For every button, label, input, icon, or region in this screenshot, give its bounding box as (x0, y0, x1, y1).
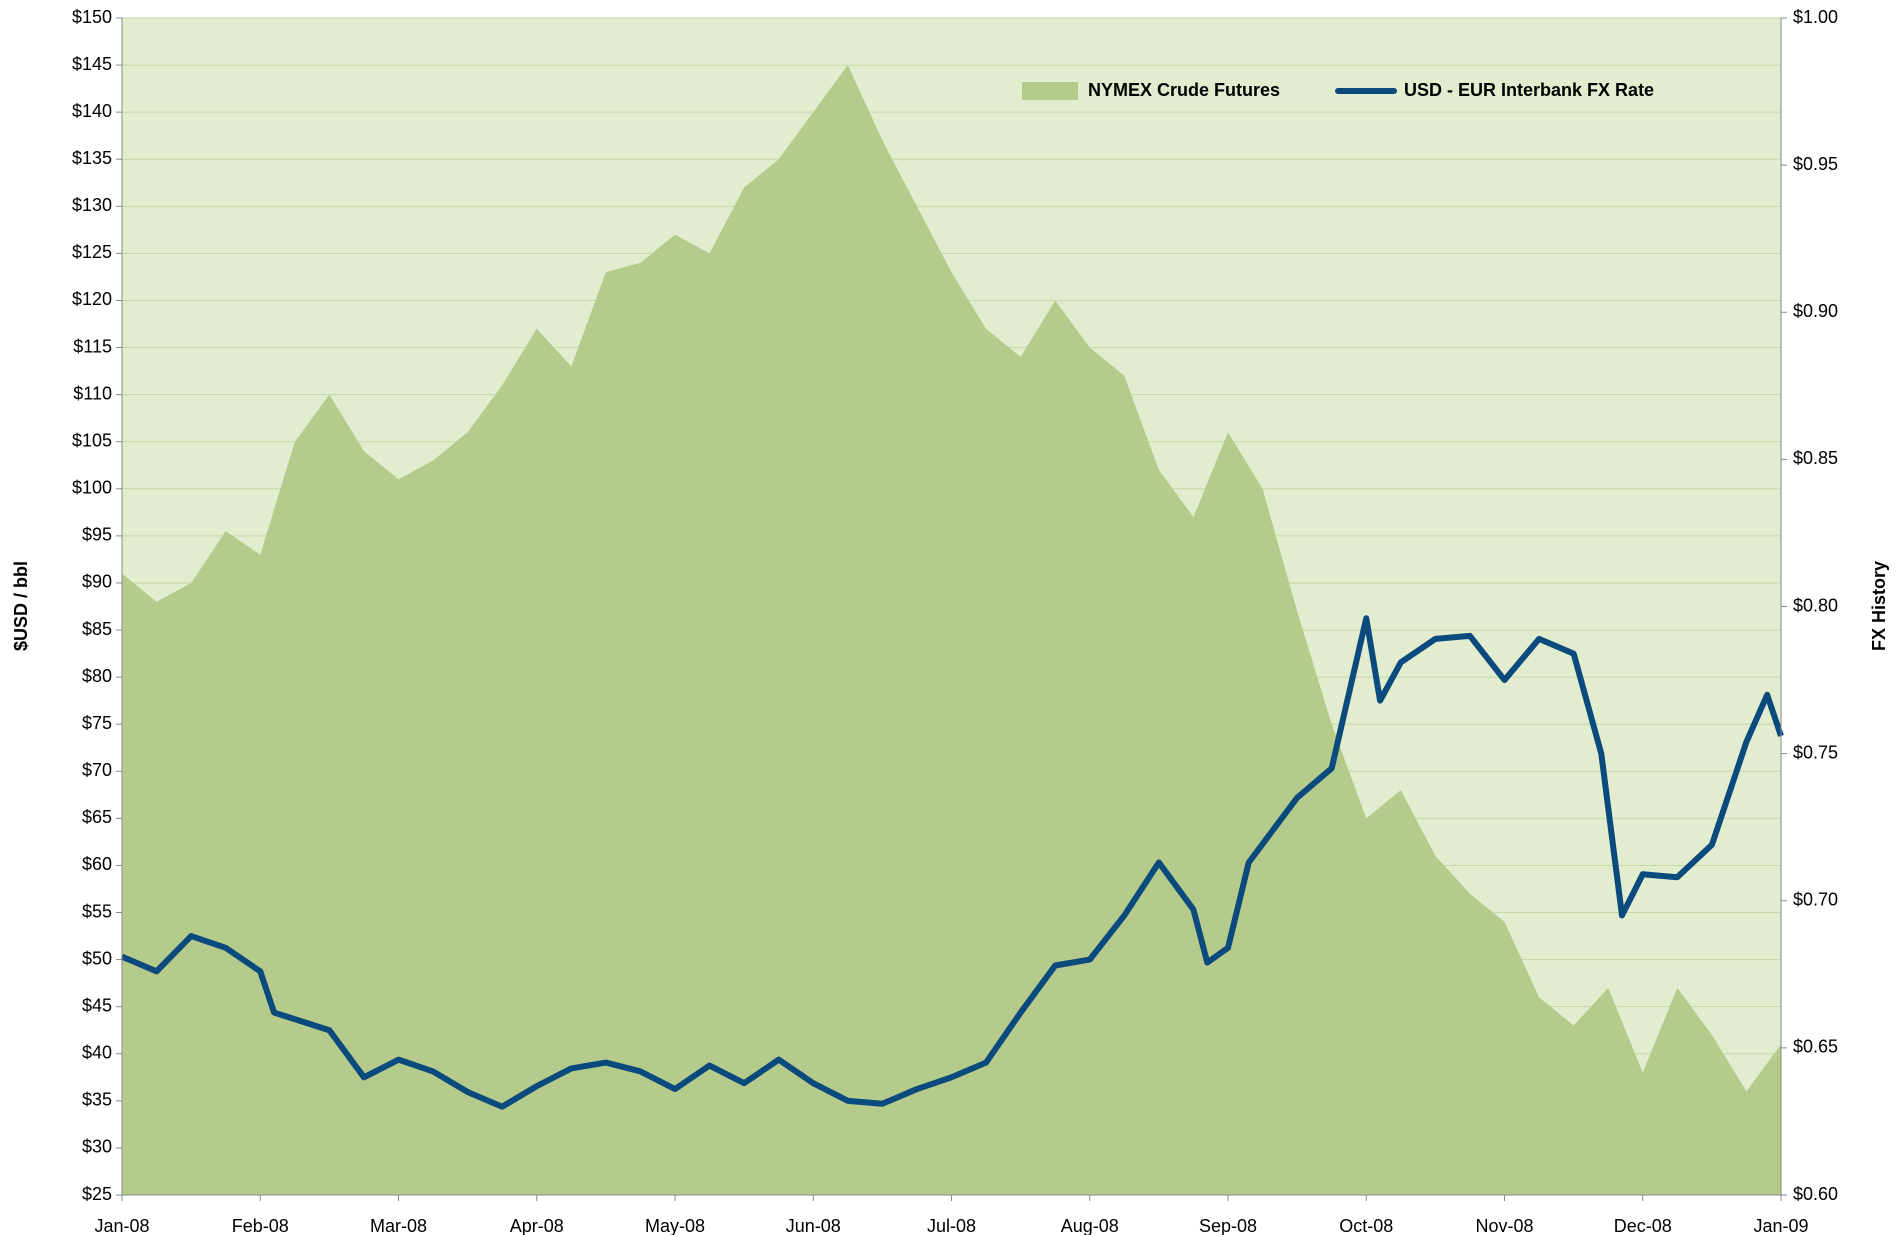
legend-label: USD - EUR Interbank FX Rate (1404, 80, 1654, 100)
x-tick-label: May-08 (645, 1216, 705, 1235)
y-tick-label: $125 (72, 242, 112, 262)
x-tick-label: Dec-08 (1614, 1216, 1672, 1235)
line (120, 615, 1784, 1110)
y2-tick-label: $0.85 (1793, 448, 1838, 468)
y-tick-label: $140 (72, 101, 112, 121)
y-tick-label: $90 (82, 572, 112, 592)
y2-tick-label: $0.95 (1793, 154, 1838, 174)
y-tick-label: $150 (72, 7, 112, 27)
x-tick-label: Jul-08 (927, 1216, 976, 1235)
y2-tick-label: $0.80 (1793, 595, 1838, 615)
x-tick-label: Jun-08 (786, 1216, 841, 1235)
x-tick-label: Feb-08 (232, 1216, 289, 1235)
y-tick-label: $135 (72, 148, 112, 168)
x-tick-label: Oct-08 (1339, 1216, 1393, 1235)
y-tick-label: $80 (82, 666, 112, 686)
y-tick-label: $60 (82, 854, 112, 874)
y-tick-label: $70 (82, 760, 112, 780)
legend-label: NYMEX Crude Futures (1088, 80, 1280, 100)
x-tick-label: Aug-08 (1061, 1216, 1119, 1235)
y-tick-label: $145 (72, 54, 112, 74)
y2-tick-label: $0.65 (1793, 1037, 1838, 1057)
y-tick-label: $55 (82, 901, 112, 921)
y-tick-label: $35 (82, 1090, 112, 1110)
y-tick-label: $75 (82, 713, 112, 733)
y2-tick-label: $0.75 (1793, 742, 1838, 762)
y2-tick-label: $1.00 (1793, 7, 1838, 27)
y-tick-label: $110 (73, 383, 112, 403)
y-tick-label: $100 (72, 478, 112, 498)
y-tick-label: $85 (82, 619, 112, 639)
y-tick-label: $45 (82, 995, 112, 1015)
y-tick-label: $30 (82, 1137, 112, 1157)
legend-swatch (1022, 82, 1078, 100)
y-tick-label: $95 (82, 525, 112, 545)
y-tick-label: $115 (73, 336, 112, 356)
y2-tick-label: $0.60 (1793, 1184, 1838, 1204)
y-tick-label: $120 (72, 289, 112, 309)
y2-tick-label: $0.90 (1793, 301, 1838, 321)
y-tick-label: $25 (82, 1184, 112, 1204)
y-axis-title: $USD / bbl (11, 561, 31, 651)
x-tick-label: Jan-08 (94, 1216, 149, 1235)
x-tick-label: Nov-08 (1475, 1216, 1533, 1235)
x-tick-label: Sep-08 (1199, 1216, 1257, 1235)
y-tick-label: $65 (82, 807, 112, 827)
y-tick-label: $130 (72, 195, 112, 215)
x-tick-label: Mar-08 (370, 1216, 427, 1235)
y2-axis-title: FX History (1869, 561, 1889, 651)
y-tick-label: $105 (72, 430, 112, 450)
y-tick-label: $40 (82, 1043, 112, 1063)
y-tick-label: $50 (82, 948, 112, 968)
x-tick-label: Apr-08 (510, 1216, 564, 1235)
y2-tick-label: $0.70 (1793, 890, 1838, 910)
area (122, 65, 1781, 1196)
x-tick-label: Jan-09 (1753, 1216, 1808, 1235)
